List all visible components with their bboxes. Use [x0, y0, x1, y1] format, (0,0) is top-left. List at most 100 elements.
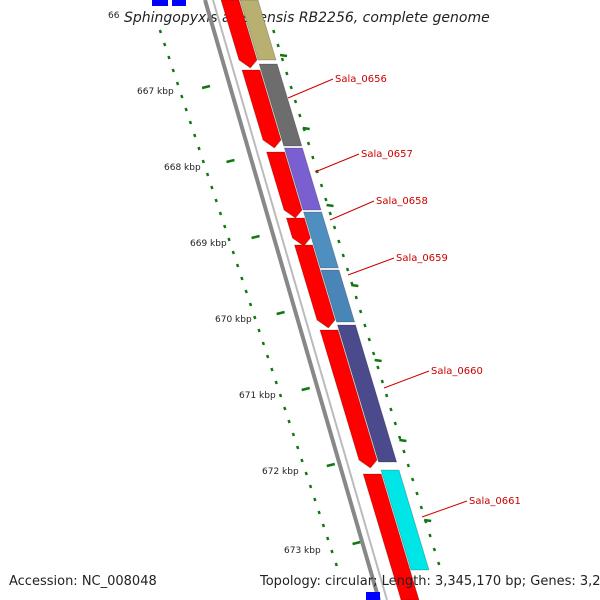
- outer-scale-tick: [389, 407, 393, 412]
- gene-segment: [303, 211, 339, 269]
- outer-scale-tick: [393, 421, 398, 426]
- outer-major-tick: [302, 126, 310, 131]
- scale-ruler: [158, 29, 441, 567]
- outer-scale-tick: [432, 547, 437, 552]
- cds-arrow: [293, 244, 336, 329]
- scale-minor-tick: [248, 302, 253, 307]
- scale-minor-tick: [308, 484, 313, 489]
- gene-label-leader: [287, 78, 334, 99]
- scale-minor-tick: [240, 276, 244, 281]
- scale-major-tick: [352, 540, 361, 546]
- scale-minor-tick: [205, 172, 210, 177]
- gene-label-leader: [314, 153, 360, 173]
- scale-label: 667 kbp: [137, 87, 174, 97]
- scale-major-tick: [276, 310, 285, 316]
- outer-scale-tick: [332, 225, 337, 230]
- title-fragment: 66: [108, 11, 120, 21]
- genome-summary-text: Topology: circular; Length: 3,345,170 bp…: [260, 574, 600, 589]
- scale-minor-tick: [317, 510, 321, 515]
- outer-scale-tick: [354, 295, 358, 300]
- scale-major-tick: [251, 234, 260, 240]
- scale-minor-tick: [171, 68, 175, 73]
- scale-minor-tick: [295, 445, 300, 450]
- scale-label: 669 kbp: [190, 239, 227, 249]
- outer-scale-tick: [367, 337, 371, 342]
- scale-minor-tick: [210, 185, 214, 190]
- scale-minor-tick: [261, 341, 266, 346]
- scale-minor-tick: [283, 406, 287, 411]
- outer-scale-tick: [358, 309, 363, 314]
- outer-scale-tick: [289, 85, 293, 90]
- outer-scale-tick: [376, 365, 380, 370]
- outer-scale-tick: [285, 71, 289, 76]
- outer-scale-tick: [280, 57, 285, 62]
- outer-scale-tick: [293, 99, 298, 104]
- gene-track: [239, 0, 430, 571]
- outer-major-tick: [424, 518, 432, 523]
- outer-major-tick: [351, 283, 359, 288]
- scale-minor-tick: [231, 250, 236, 255]
- reverse-cds: [172, 0, 186, 6]
- scale-minor-tick: [167, 55, 171, 60]
- scale-minor-tick: [287, 419, 291, 424]
- scale-major-tick: [301, 386, 311, 392]
- gene-label-leader: [347, 257, 395, 276]
- outer-scale-tick: [345, 267, 350, 272]
- scale-major-tick: [326, 462, 336, 468]
- gene-label: Sala_0657: [361, 149, 413, 160]
- outer-scale-tick: [419, 505, 424, 510]
- cds-arrow: [362, 473, 420, 600]
- outer-scale-tick: [319, 183, 324, 188]
- scale-minor-tick: [334, 562, 338, 567]
- reverse-cds: [366, 592, 380, 600]
- scale-label: 671 kbp: [239, 391, 276, 401]
- gene-label: Sala_0660: [431, 366, 483, 377]
- scale-minor-tick: [158, 29, 163, 34]
- scale-minor-tick: [184, 107, 188, 112]
- outer-scale-tick: [276, 43, 280, 48]
- gene-label-leader: [383, 370, 430, 389]
- outer-scale-tick: [384, 393, 389, 398]
- scale-minor-tick: [274, 380, 278, 385]
- outer-major-tick: [326, 203, 334, 208]
- scale-minor-tick: [291, 432, 296, 437]
- backbone-inner: [212, 0, 388, 600]
- cds-arrow: [319, 329, 378, 469]
- gene-segment: [336, 324, 398, 463]
- outer-scale-tick: [402, 449, 406, 454]
- outer-scale-tick: [410, 477, 415, 482]
- outer-scale-tick: [341, 253, 345, 258]
- outer-scale-tick: [328, 211, 332, 216]
- genome-title: Sphingopyxis alaskensis RB2256, complete…: [124, 10, 490, 26]
- scale-minor-tick: [214, 198, 218, 203]
- scale-minor-tick: [326, 536, 330, 541]
- scale-labels: 667 kbp 668 kbp 669 kbp 670 kbp 671 kbp 672 k…: [137, 87, 321, 556]
- outer-scale-tick: [363, 323, 367, 328]
- backbone: [203, 0, 388, 600]
- scale-minor-tick: [321, 523, 326, 528]
- scale-minor-tick: [193, 133, 197, 138]
- gene-label: Sala_0658: [376, 196, 428, 207]
- scale-minor-tick: [218, 211, 223, 216]
- scale-minor-tick: [265, 354, 270, 359]
- gene-label-leader: [421, 500, 468, 518]
- scale-major-tick: [226, 158, 235, 164]
- gene-segment: [283, 147, 322, 211]
- scale-minor-tick: [197, 146, 201, 151]
- scale-label: 668 kbp: [164, 163, 201, 173]
- scale-minor-tick: [180, 94, 184, 99]
- scale-label: 673 kbp: [284, 546, 321, 556]
- outer-scale-tick: [415, 491, 419, 496]
- scale-minor-tick: [313, 497, 317, 502]
- outer-scale-tick: [397, 435, 402, 440]
- scale-minor-tick: [175, 81, 180, 86]
- scale-label: 672 kbp: [262, 467, 299, 477]
- accession-text: Accession: NC_008048: [9, 574, 157, 589]
- outer-scale-tick: [306, 141, 311, 146]
- outer-scale-tick: [298, 113, 302, 118]
- scale-minor-tick: [330, 549, 334, 554]
- gene-label-leader: [329, 200, 375, 221]
- scale-minor-tick: [300, 458, 304, 463]
- gene-label: Sala_0656: [335, 74, 387, 85]
